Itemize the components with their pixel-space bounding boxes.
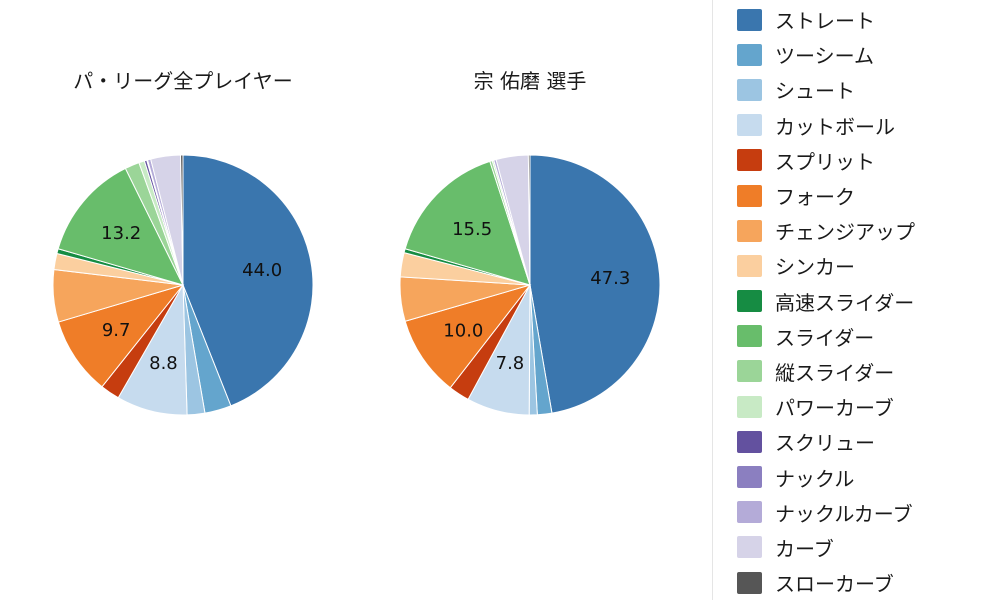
legend-swatch-icon xyxy=(737,114,762,137)
legend-item-14: ナックルカーブ xyxy=(737,495,999,530)
legend-item-3: カットボール xyxy=(737,108,999,143)
pie-slice-label: 10.0 xyxy=(443,320,483,341)
legend-label: カットボール xyxy=(775,114,895,139)
legend-item-6: チェンジアップ xyxy=(737,213,999,248)
pie-slice-label: 47.3 xyxy=(590,268,630,289)
legend-swatch-icon xyxy=(737,430,762,453)
legend-item-15: カーブ xyxy=(737,530,999,565)
pie-chart-player: 宗 佑磨 選手 47.3 7.8 10.0 15.5 xyxy=(380,68,680,435)
legend-label: 縦スライダー xyxy=(775,360,895,385)
legend-swatch-icon xyxy=(737,78,762,101)
legend-label: スライダー xyxy=(775,325,875,350)
legend-label: フォーク xyxy=(775,185,855,210)
pie-slice-5 xyxy=(57,284,185,388)
pie-slice-0 xyxy=(182,154,314,407)
legend-item-8: 高速スライダー xyxy=(737,284,999,319)
legend-label: シンカー xyxy=(775,255,855,280)
legend-swatch-icon xyxy=(737,290,762,313)
legend-label: スローカーブ xyxy=(775,572,894,597)
legend-swatch-icon xyxy=(737,8,762,31)
legend-swatch-icon xyxy=(737,360,762,383)
legend-item-7: シンカー xyxy=(737,248,999,283)
pie-league-svg: 44.0 8.8 9.7 13.2 xyxy=(52,154,314,416)
legend-item-11: パワーカーブ xyxy=(737,389,999,424)
legend-label: スプリット xyxy=(775,149,875,174)
legend-label: 高速スライダー xyxy=(775,290,915,315)
pie-slice-label: 8.8 xyxy=(149,353,178,374)
pie-slice-0 xyxy=(529,154,661,414)
legend-item-13: ナックル xyxy=(737,459,999,494)
legend-item-2: シュート xyxy=(737,72,999,107)
legend-swatch-icon xyxy=(737,395,762,418)
legend-swatch-icon xyxy=(737,184,762,207)
pie-slice-label: 9.7 xyxy=(102,320,131,341)
legend-label: ナックルカーブ xyxy=(775,501,913,526)
legend-item-16: スローカーブ xyxy=(737,565,999,600)
pie-player-svg: 47.3 7.8 10.0 15.5 xyxy=(399,154,661,416)
legend-label: ストレート xyxy=(775,9,875,34)
pie-slice-9 xyxy=(404,160,531,286)
pie-slice-label: 13.2 xyxy=(101,223,141,244)
pie-slice-5 xyxy=(404,284,532,389)
pie-slice-label: 15.5 xyxy=(452,219,492,240)
legend-swatch-icon xyxy=(737,536,762,559)
legend-item-1: ツーシーム xyxy=(737,37,999,72)
pie-slice-16 xyxy=(527,154,531,286)
legend-swatch-icon xyxy=(737,254,762,277)
legend-label: パワーカーブ xyxy=(775,396,894,421)
legend-label: シュート xyxy=(775,79,855,104)
legend-label: チェンジアップ xyxy=(775,220,915,245)
legend-swatch-icon xyxy=(737,466,762,489)
legend-item-9: スライダー xyxy=(737,319,999,354)
legend-item-12: スクリュー xyxy=(737,424,999,459)
pie-chart-league: パ・リーグ全プレイヤー 44.0 8.8 9.7 13.2 xyxy=(33,68,333,435)
legend-swatch-icon xyxy=(737,219,762,242)
legend-swatch-icon xyxy=(737,325,762,348)
pitch-type-legend: ストレートツーシームシュートカットボール スプリットフォークチェンジアップ シンカー… xyxy=(712,0,999,600)
pie-slice-9 xyxy=(57,167,184,286)
legend-swatch-icon xyxy=(737,43,762,66)
legend-item-0: ストレート xyxy=(737,2,999,37)
legend-swatch-icon xyxy=(737,571,762,594)
legend-label: ツーシーム xyxy=(775,44,874,69)
pie-slice-16 xyxy=(180,154,184,286)
legend-swatch-icon xyxy=(737,501,762,524)
pie-slice-label: 7.8 xyxy=(496,353,525,374)
pie-slice-label: 44.0 xyxy=(242,260,282,281)
chart-title-league: パ・リーグ全プレイヤー xyxy=(73,69,293,93)
legend-swatch-icon xyxy=(737,149,762,172)
chart-title-player: 宗 佑磨 選手 xyxy=(473,69,587,93)
legend-label: カーブ xyxy=(775,536,834,561)
legend-item-5: フォーク xyxy=(737,178,999,213)
legend-label: スクリュー xyxy=(775,431,875,456)
legend-item-4: スプリット xyxy=(737,143,999,178)
legend-item-10: 縦スライダー xyxy=(737,354,999,389)
legend-label: ナックル xyxy=(775,466,855,491)
